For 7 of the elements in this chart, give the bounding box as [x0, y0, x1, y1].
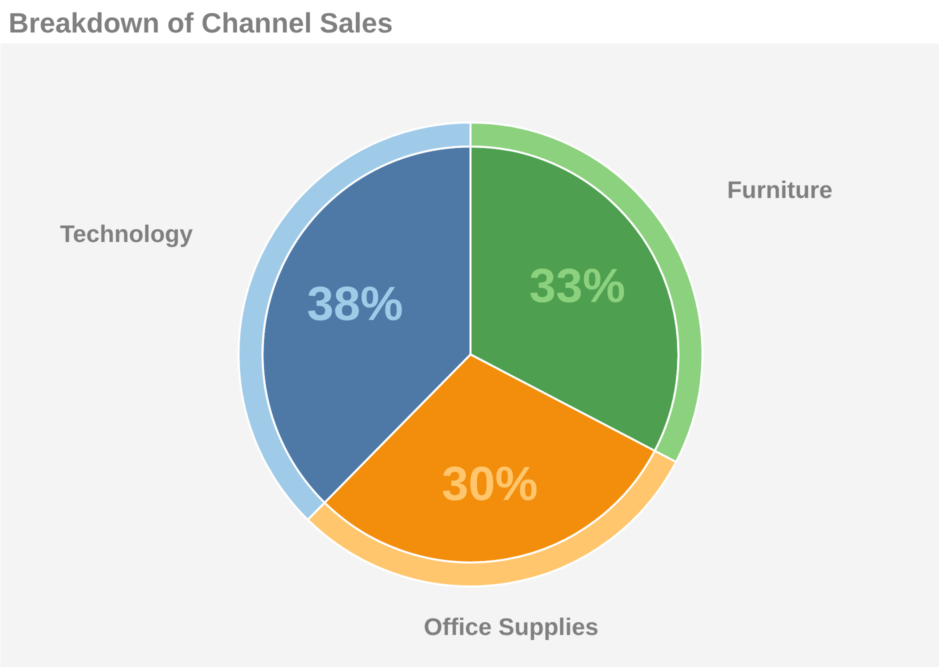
- slice-label: Technology: [60, 221, 194, 248]
- data-label: 30%: [442, 458, 538, 511]
- data-label: 33%: [529, 260, 626, 313]
- slice-label: Office Supplies: [424, 614, 598, 641]
- slice-label: Furniture: [727, 177, 832, 204]
- data-label: 38%: [306, 278, 404, 332]
- chart-title: Breakdown of Channel Sales: [8, 8, 393, 38]
